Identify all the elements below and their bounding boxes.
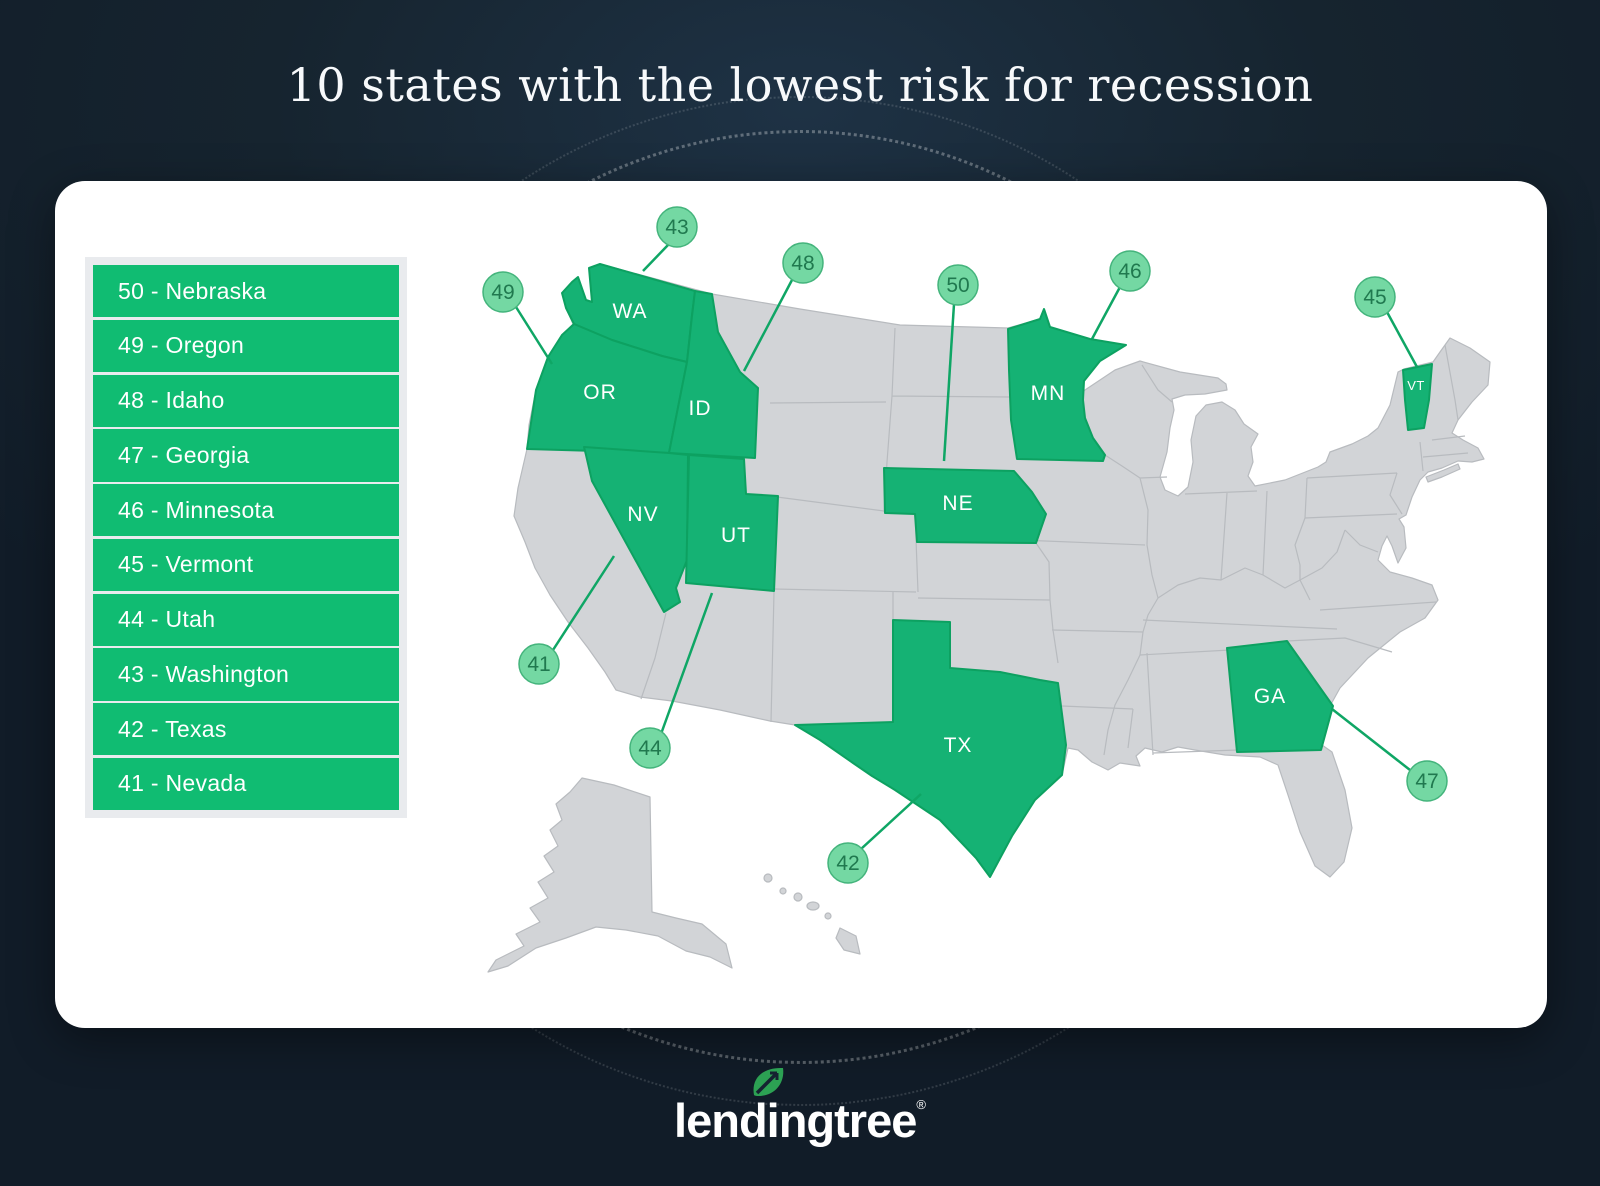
state-label-ne: NE — [942, 492, 973, 515]
rank-badge-id: 48 — [782, 242, 824, 284]
lendingtree-logo: lendingtree® — [0, 1067, 1600, 1148]
rank-list-item: 43 - Washington — [93, 648, 399, 701]
svg-text:46: 46 — [1118, 260, 1141, 283]
state-label-nv: NV — [627, 503, 658, 526]
us-map: WA OR ID NV UT MN NE TX GA VT — [482, 206, 1491, 973]
state-shape-mn — [1007, 308, 1127, 462]
rank-list-item: 47 - Georgia — [93, 429, 399, 482]
state-shape-tx — [794, 619, 1067, 878]
svg-text:48: 48 — [791, 252, 814, 275]
rank-badge-or: 49 — [482, 271, 524, 313]
long-island — [1425, 463, 1461, 483]
badge-line-mn — [1090, 286, 1122, 340]
state-label-wa: WA — [612, 300, 647, 323]
state-shape-ga — [1226, 640, 1334, 753]
rank-badge-vt: 45 — [1354, 276, 1396, 318]
state-borders — [640, 327, 1469, 756]
badge-line-vt — [1385, 311, 1419, 368]
svg-text:42: 42 — [836, 852, 859, 875]
state-label-or: OR — [583, 381, 617, 404]
rank-list-item: 49 - Oregon — [93, 319, 399, 372]
rank-list-item: 45 - Vermont — [93, 538, 399, 591]
rank-badge-mn: 46 — [1109, 250, 1151, 292]
rank-badge-nv: 41 — [518, 643, 560, 685]
rank-badges: 43 49 48 41 44 — [482, 206, 1448, 884]
rank-list-item: 46 - Minnesota — [93, 484, 399, 537]
state-shape-id — [668, 290, 759, 459]
svg-text:43: 43 — [665, 216, 688, 239]
hawaii — [763, 873, 861, 955]
badge-line-id — [742, 279, 794, 372]
rank-badge-wa: 43 — [656, 206, 698, 248]
content-card: 50 - Nebraska 49 - Oregon 48 - Idaho 47 … — [55, 181, 1547, 1028]
badge-line-ut — [659, 592, 714, 735]
svg-text:50: 50 — [946, 274, 969, 297]
svg-text:44: 44 — [638, 737, 662, 760]
state-label-tx: TX — [944, 734, 973, 757]
rank-badge-tx: 42 — [827, 842, 869, 884]
rank-badge-ne: 50 — [937, 264, 979, 306]
rank-badge-ut: 44 — [629, 727, 671, 769]
rank-list-item: 42 - Texas — [93, 703, 399, 756]
badge-line-nv — [551, 555, 616, 651]
state-shape-vt — [1402, 363, 1433, 431]
svg-text:45: 45 — [1363, 286, 1386, 309]
registered-mark: ® — [916, 1097, 926, 1112]
svg-text:47: 47 — [1415, 770, 1438, 793]
rank-list-item: 41 - Nevada — [93, 757, 399, 810]
rank-badge-ga: 47 — [1406, 760, 1448, 802]
badge-line-wa — [642, 244, 669, 272]
state-shape-ut — [685, 454, 779, 592]
rank-list-item: 44 - Utah — [93, 593, 399, 646]
state-shape-nv — [583, 446, 689, 613]
rank-list-item: 50 - Nebraska — [93, 265, 399, 318]
state-shape-ne — [883, 467, 1047, 544]
state-label-id: ID — [689, 397, 712, 420]
svg-text:41: 41 — [527, 653, 550, 676]
rank-list: 50 - Nebraska 49 - Oregon 48 - Idaho 47 … — [85, 257, 407, 818]
svg-text:49: 49 — [491, 281, 514, 304]
badge-leader-lines — [514, 244, 1419, 850]
state-label-vt: VT — [1407, 378, 1425, 393]
badge-line-tx — [860, 793, 922, 850]
leaf-icon — [750, 1065, 786, 1103]
badge-line-ga — [1331, 708, 1411, 771]
badge-line-or — [514, 306, 554, 365]
rank-list-item: 48 - Idaho — [93, 374, 399, 427]
badge-line-ne — [942, 303, 956, 462]
logo-wordmark: lendingtree — [674, 1094, 917, 1147]
state-label-ut: UT — [721, 524, 751, 547]
alaska — [487, 777, 733, 973]
state-label-ga: GA — [1254, 685, 1286, 708]
state-label-mn: MN — [1031, 382, 1066, 405]
page-title: 10 states with the lowest risk for reces… — [286, 58, 1314, 112]
